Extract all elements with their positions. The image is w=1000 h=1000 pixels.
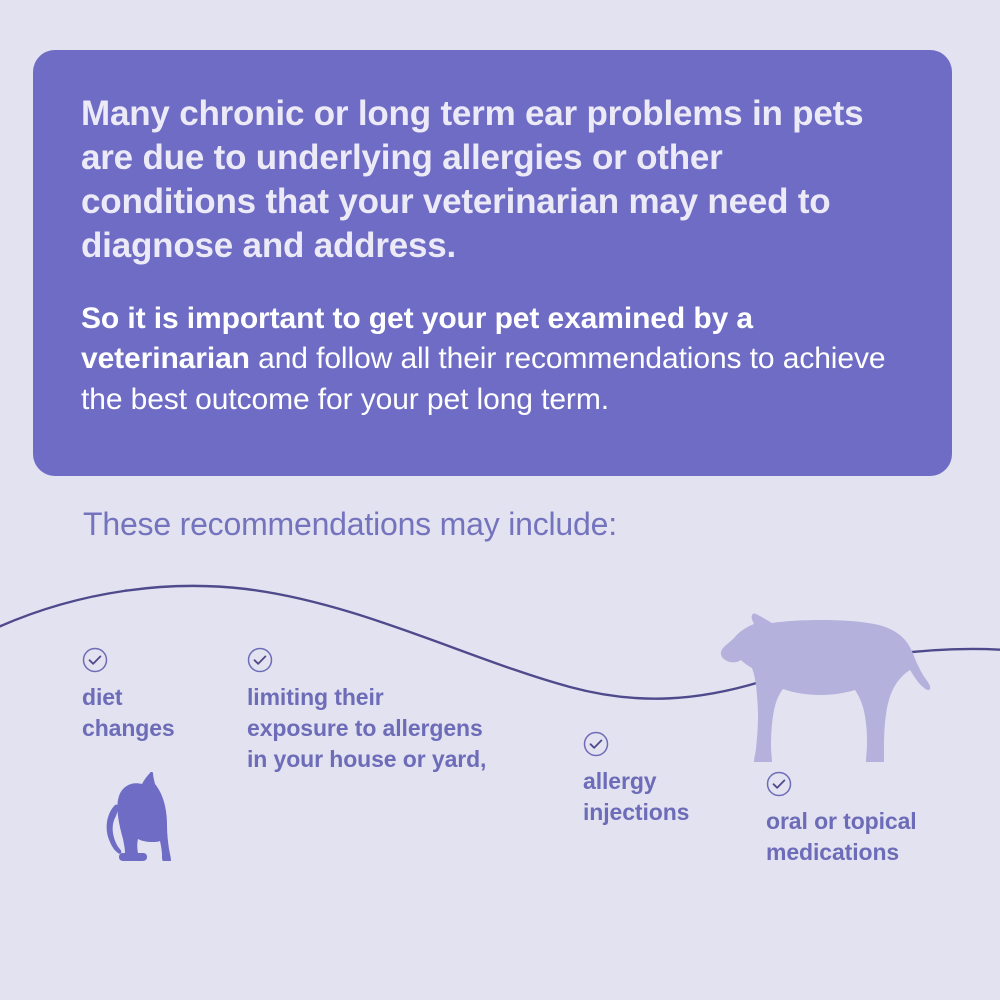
callout-card: Many chronic or long term ear problems i… — [33, 50, 952, 476]
recommendation-item-allergy-injections: allergy injections — [583, 731, 783, 828]
recommendation-item-diet-changes: diet changes — [82, 647, 262, 744]
recommendation-label: oral or topical medications — [766, 808, 917, 866]
recommendation-label: allergy injections — [583, 768, 690, 826]
recommendation-label: limiting their exposure to allergens in … — [247, 684, 487, 773]
recommendation-item-limiting-exposure: limiting their exposure to allergens in … — [247, 647, 547, 775]
recommendation-item-oral-topical-medications: oral or topical medications — [766, 771, 986, 868]
callout-body: So it is important to get your pet exami… — [81, 299, 906, 421]
callout-headline: Many chronic or long term ear problems i… — [81, 94, 864, 265]
check-circle-icon — [82, 647, 108, 673]
recommendation-label: diet changes — [82, 684, 175, 742]
check-circle-icon — [766, 771, 792, 797]
check-circle-icon — [583, 731, 609, 757]
cat-silhouette — [106, 772, 171, 861]
dog-silhouette — [720, 613, 931, 762]
callout-body-rest: and follow all their recommendations to … — [81, 342, 886, 416]
check-circle-icon — [247, 647, 273, 673]
recommendations-heading: These recommendations may include: — [83, 506, 617, 542]
callout-body-emphasis: So it is important to get your pet exami… — [81, 301, 753, 376]
